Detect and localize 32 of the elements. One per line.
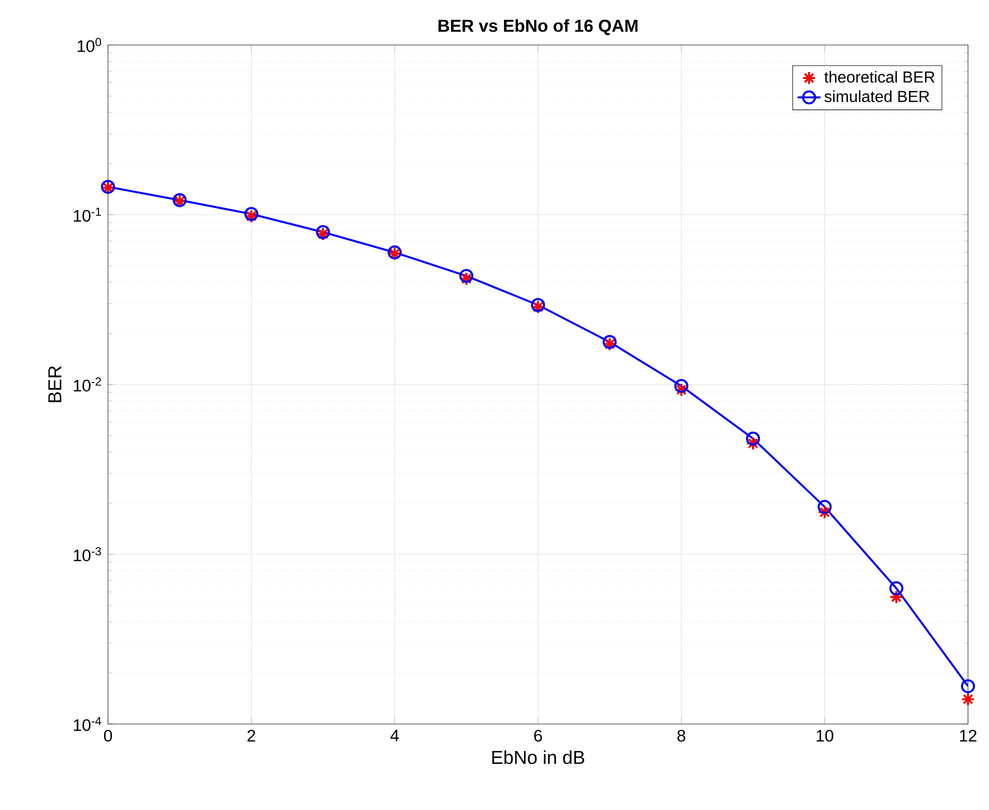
x-tick-label: 4: [390, 730, 399, 742]
point: [459, 272, 474, 286]
y-tick-label: 10$^{0}$: [78, 38, 102, 52]
point: [889, 581, 904, 596]
point: [531, 298, 546, 312]
point: [746, 432, 760, 446]
chart-title: BER vs EbNo of 16 QAM: [438, 19, 638, 36]
point: [602, 337, 617, 352]
x-axis-title: EbNo in dB: [492, 750, 584, 764]
x-tick-label: 12: [960, 730, 976, 742]
y-tick-label: 10$^{-1}$: [74, 208, 101, 222]
legend-label: theoretical BER: [824, 70, 934, 83]
point: [818, 505, 832, 520]
legend-label: simulated BER: [824, 90, 930, 102]
x-tick-label: 0: [104, 730, 112, 742]
point: [674, 378, 688, 393]
point: [459, 268, 474, 283]
x-tick-label: 2: [248, 730, 256, 742]
y-tick-label: 10$^{-3}$: [74, 547, 102, 562]
y-axis-title: BER: [48, 366, 62, 402]
point: [746, 436, 760, 450]
x-tick-label: 6: [534, 730, 542, 742]
x-tick-label: 10: [816, 730, 834, 742]
point: [961, 679, 976, 694]
y-tick-label: 10$^{-2}$: [74, 377, 101, 392]
x-tick-label: 8: [677, 730, 686, 742]
y-tick-label: 10$^{-4}$: [74, 716, 102, 731]
point: [602, 334, 617, 349]
point: [961, 692, 976, 706]
point: [889, 590, 904, 604]
point: [674, 382, 688, 397]
point: [818, 500, 832, 514]
